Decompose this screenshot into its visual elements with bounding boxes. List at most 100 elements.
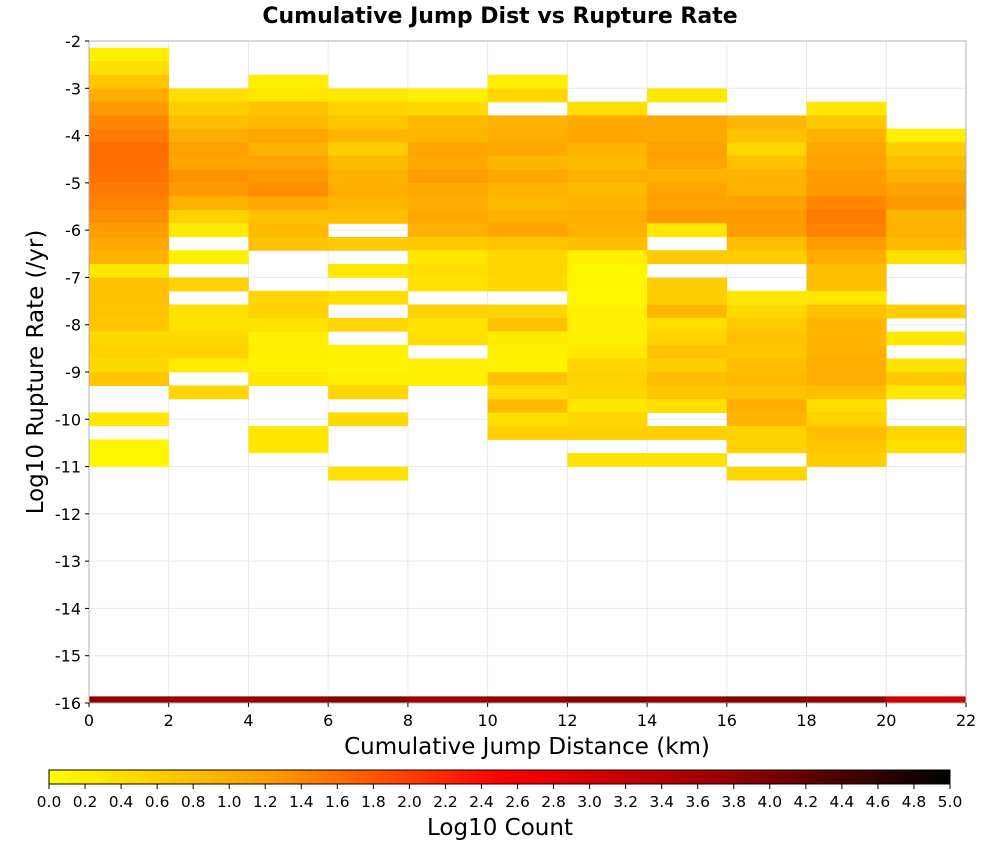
heatmap-cell <box>89 358 170 373</box>
colorbar-tick-label: 4.0 <box>757 793 782 811</box>
heatmap-cell <box>487 128 568 143</box>
heatmap-cell <box>726 466 807 481</box>
heatmap-cell <box>726 412 807 427</box>
heatmap-cell <box>168 344 249 359</box>
heatmap-cell <box>487 196 568 211</box>
heatmap-cell <box>248 101 329 116</box>
heatmap-cell <box>726 128 807 143</box>
colorbar-tick-label: 1.2 <box>253 793 278 811</box>
heatmap-cell <box>567 183 648 197</box>
colorbar-tick-label: 3.6 <box>685 793 710 811</box>
heatmap-cell <box>647 277 728 292</box>
heatmap-cell <box>487 304 568 319</box>
x-tick-label: 2 <box>164 711 174 730</box>
colorbar-tick-label: 0.6 <box>145 793 170 811</box>
heatmap-cell <box>567 372 648 387</box>
heatmap-cell <box>328 344 409 359</box>
heatmap-cell <box>567 317 648 332</box>
heatmap-cell <box>647 453 728 467</box>
heatmap-cell <box>248 74 329 89</box>
heatmap-cell <box>168 169 249 184</box>
heatmap-cell <box>168 196 249 211</box>
heatmap-cell <box>487 358 568 373</box>
colorbar-tick-label: 1.8 <box>361 793 386 811</box>
heatmap-cell <box>647 250 728 265</box>
heatmap-cell <box>726 223 807 238</box>
colorbar-ticks: 0.0 0.2 0.4 0.6 0.8 1.0 1.2 1.4 1.6 1.8 2.0 2.2 2.4 2… <box>37 784 963 811</box>
heatmap-cell <box>487 412 568 427</box>
heatmap-cell <box>89 317 170 332</box>
heatmap-cell <box>89 250 170 265</box>
heatmap-cell <box>89 236 170 251</box>
chart-title: Cumulative Jump Dist vs Rupture Rate <box>262 4 737 29</box>
heatmap-cell <box>886 183 967 197</box>
heatmap-cell <box>567 142 648 157</box>
heatmap-cell <box>726 196 807 211</box>
x-tick-label: 16 <box>717 711 737 730</box>
heatmap-cell <box>168 155 249 170</box>
heatmap-cell <box>407 183 488 197</box>
heatmap-cell <box>168 183 249 197</box>
heatmap-cell <box>328 196 409 211</box>
x-tick-label: 0 <box>84 711 94 730</box>
heatmap-cell <box>168 304 249 319</box>
heatmap-cell <box>567 344 648 359</box>
heatmap-cell <box>886 426 967 440</box>
heatmap-cell <box>248 169 329 184</box>
heatmap-cell <box>487 88 568 103</box>
heatmap-cell <box>886 331 967 346</box>
colorbar-tick-label: 3.0 <box>577 793 602 811</box>
colorbar-tick-label: 0.4 <box>109 793 134 811</box>
heatmap-cell <box>328 290 409 305</box>
colorbar-tick-label: 1.4 <box>289 793 314 811</box>
heatmap-cell <box>886 196 967 211</box>
y-tick-label: -3 <box>65 79 81 98</box>
heatmap-cell <box>886 142 967 157</box>
heatmap-cell <box>886 372 967 387</box>
heatmap-cell <box>886 128 967 143</box>
heatmap-cell <box>248 128 329 143</box>
heatmap-cell <box>407 223 488 238</box>
heatmap-cell <box>487 372 568 387</box>
heatmap-cell <box>806 331 887 346</box>
heatmap-cell <box>168 696 249 703</box>
heatmap-cell <box>168 115 249 130</box>
heatmap-cell <box>407 169 488 184</box>
heatmap-cell <box>89 439 170 454</box>
heatmap-cell <box>886 169 967 184</box>
heatmap-cell <box>328 142 409 157</box>
heatmap-cell <box>168 277 249 292</box>
heatmap-cell <box>89 196 170 211</box>
colorbar-tick-label: 0.8 <box>181 793 206 811</box>
heatmap-cell <box>647 304 728 319</box>
heatmap-cell <box>248 344 329 359</box>
x-axis-ticks: 0 2 4 6 8 10 12 14 16 18 20 22 <box>84 703 976 730</box>
heatmap-cell <box>647 290 728 305</box>
heatmap-cell <box>726 358 807 373</box>
y-tick-label: -16 <box>55 694 81 713</box>
heatmap-cell <box>806 317 887 332</box>
colorbar-tick-label: 5.0 <box>938 793 963 811</box>
heatmap-cell <box>726 304 807 319</box>
heatmap-cell <box>806 155 887 170</box>
heatmap-cell <box>328 88 409 103</box>
heatmap-cell <box>328 263 409 278</box>
heatmap-cell <box>886 155 967 170</box>
heatmap-cell <box>248 142 329 157</box>
heatmap-cell <box>89 344 170 359</box>
heatmap-cell <box>407 317 488 332</box>
heatmap-cell <box>806 223 887 238</box>
heatmap-cell <box>487 426 568 440</box>
heatmap-cell <box>328 209 409 224</box>
heatmap-cell <box>647 169 728 184</box>
heatmap-cell <box>89 142 170 157</box>
y-axis-ticks: -2 -3 -4 -5 -6 -7 -8 -9 -10 -11 -12 -13 -14 -15 -16 <box>55 32 89 713</box>
heatmap-cell <box>487 223 568 238</box>
heatmap-cell <box>806 385 887 400</box>
heatmap-cell <box>407 196 488 211</box>
heatmap-cell <box>567 358 648 373</box>
heatmap-cell <box>328 466 409 481</box>
heatmap-cell <box>567 169 648 184</box>
heatmap-cell <box>806 412 887 427</box>
